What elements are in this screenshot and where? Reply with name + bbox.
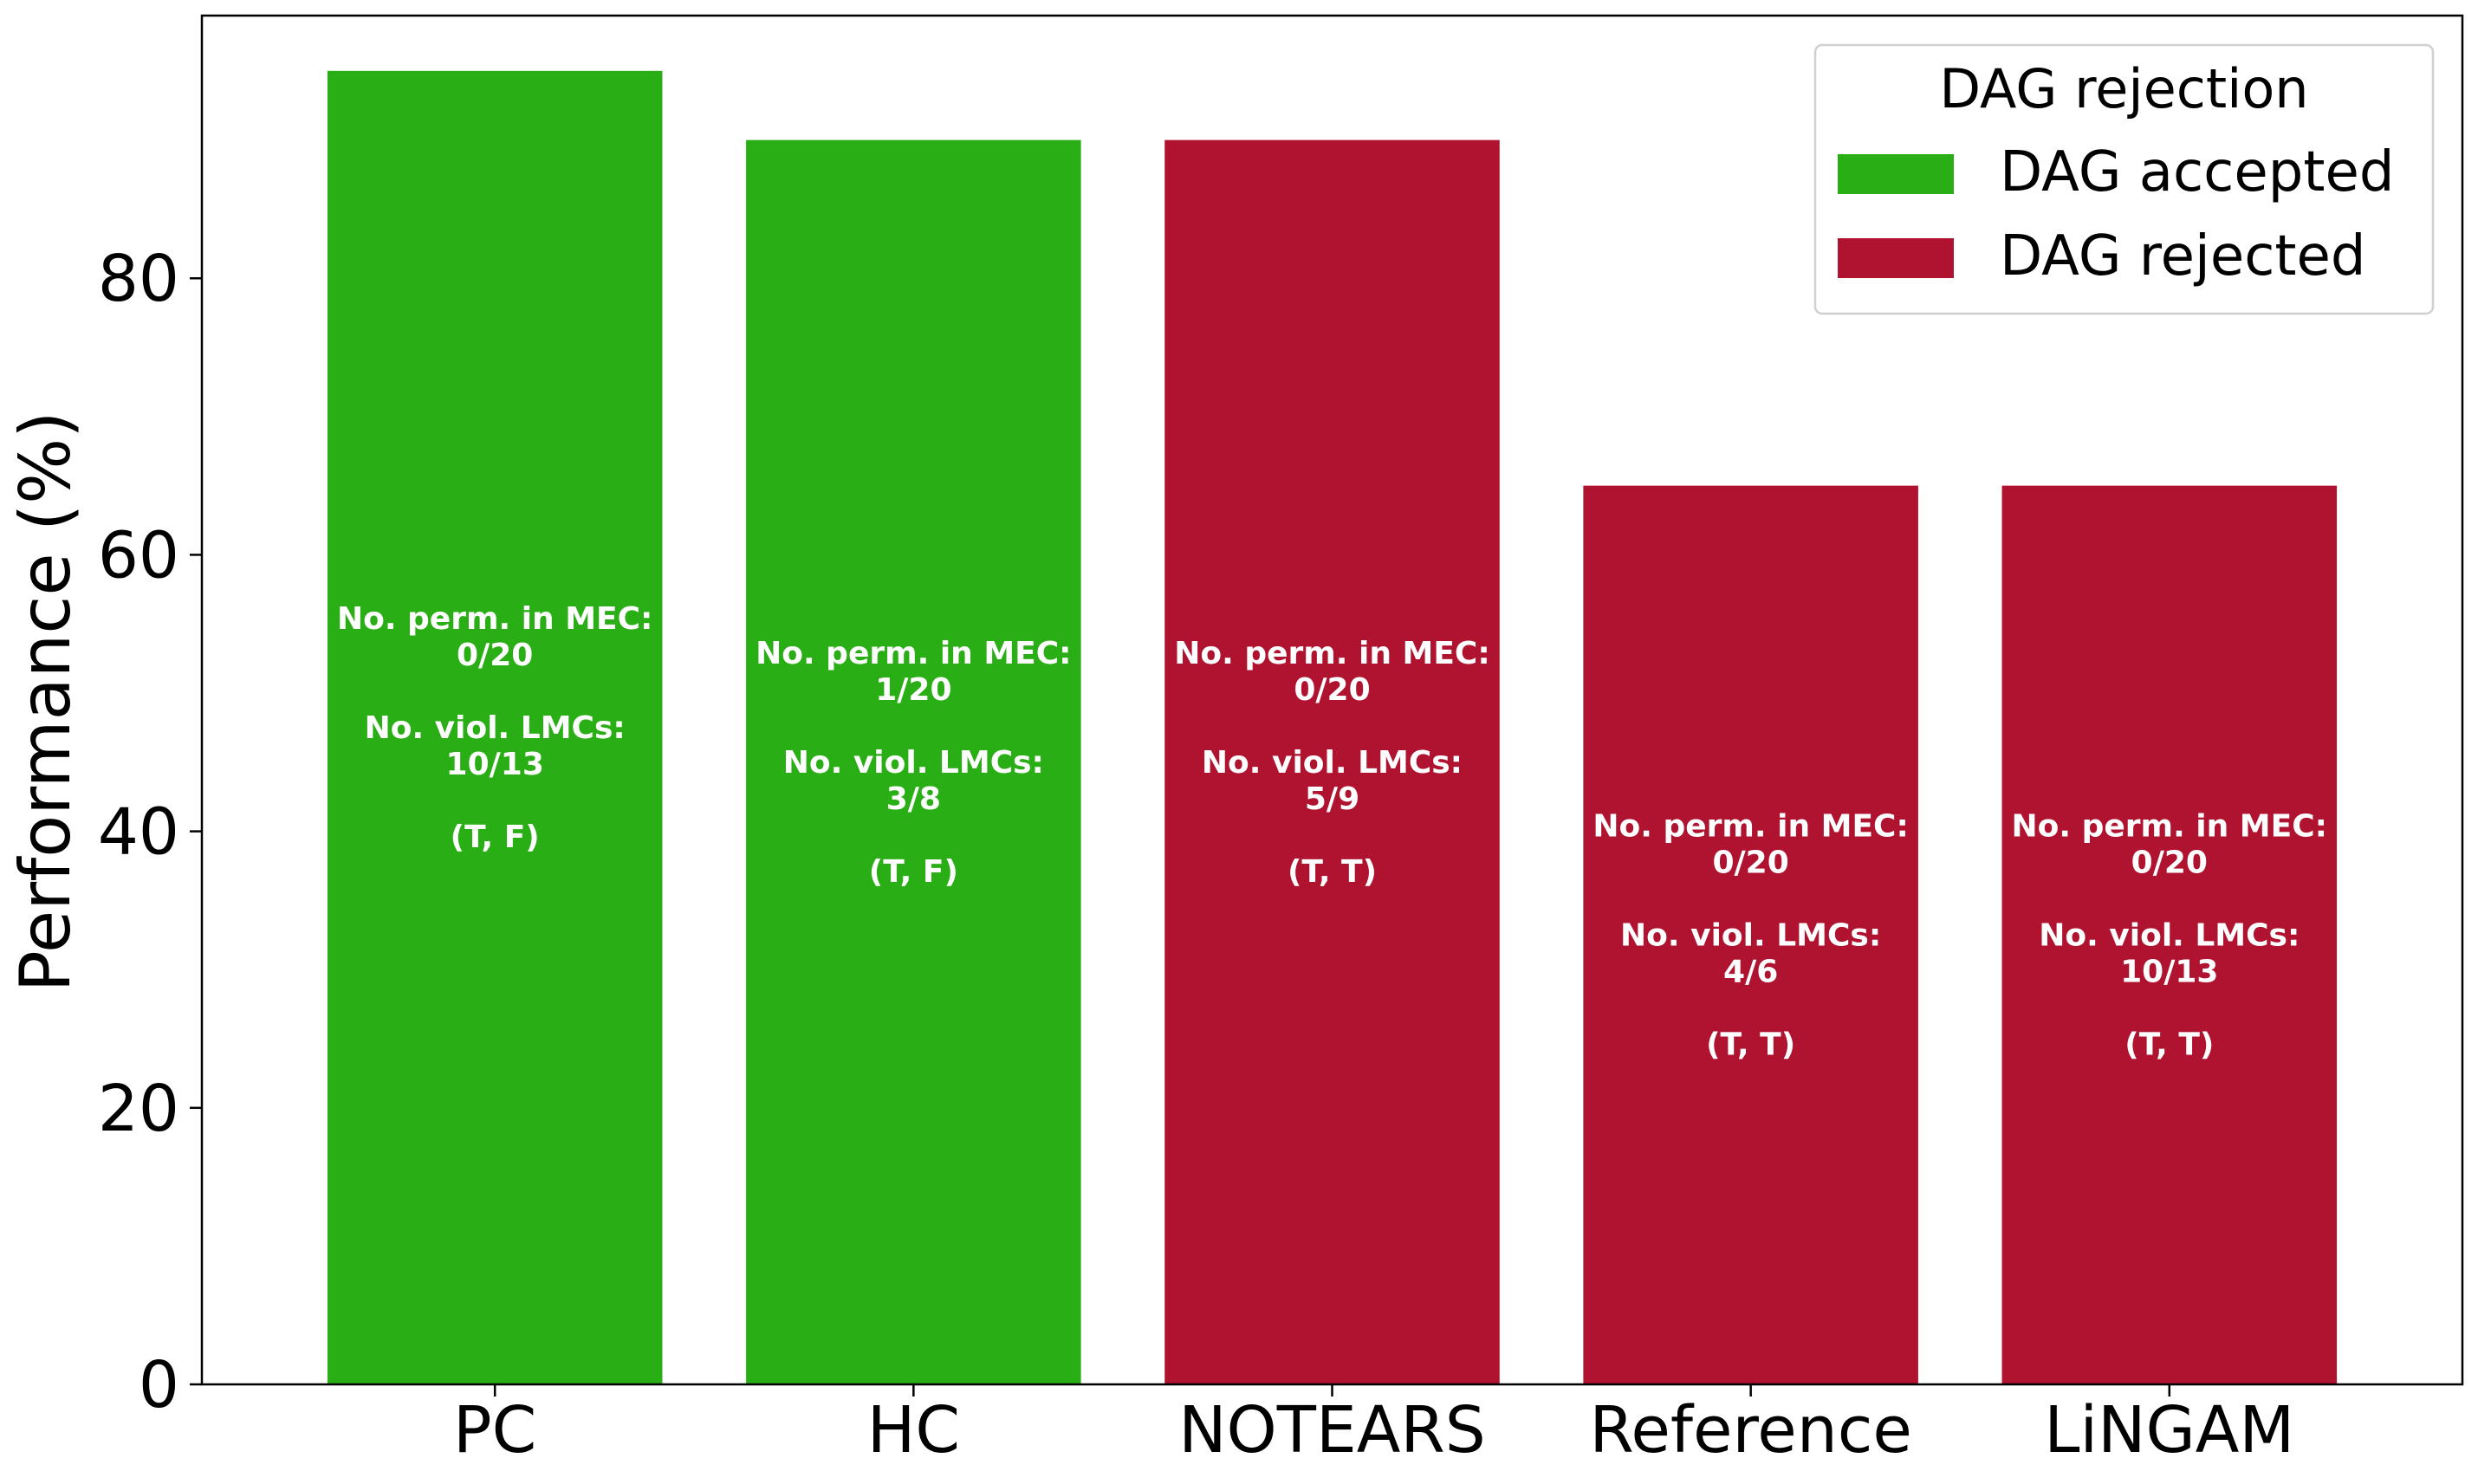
y-tick-label: 40 xyxy=(98,795,179,870)
x-tick-label-pc: PC xyxy=(453,1393,536,1468)
y-axis-title: Performance (%) xyxy=(5,412,86,993)
legend-label-accepted: DAG accepted xyxy=(2000,140,2394,204)
x-tick-label-notears: NOTEARS xyxy=(1178,1393,1486,1468)
x-tick-label-lingam: LiNGAM xyxy=(2044,1393,2294,1468)
bar-hc xyxy=(746,139,1081,1385)
legend-box xyxy=(1813,43,2435,315)
bars-layer xyxy=(327,70,2338,1385)
x-tick-label-hc: HC xyxy=(867,1393,960,1468)
bar-annotation-pc: No. perm. in MEC: 0/20 No. viol. LMCs: 10/1… xyxy=(337,601,652,855)
bar-annotation-hc: No. perm. in MEC: 1/20 No. viol. LMCs: 3/8(… xyxy=(756,636,1071,890)
bar-annotations-layer: No. perm. in MEC: 0/20 No. viol. LMCs: 10/1… xyxy=(337,601,2327,1062)
plot-frame xyxy=(200,14,2464,1386)
legend-swatch-accepted xyxy=(1838,154,1954,194)
bar-notears xyxy=(1164,139,1500,1385)
legend: DAG rejection DAG accepted DAG rejected xyxy=(1813,43,2435,315)
axes-layer: PC HC NOTEARS Reference LiNGAM 0 20 40 60 80 xyxy=(98,14,2464,1468)
y-tick-label: 60 xyxy=(98,518,179,593)
bar-pc xyxy=(327,70,663,1385)
y-tick-label: 0 xyxy=(139,1348,179,1422)
bar-annotation-lingam: No. perm. in MEC: 0/20 No. viol. LMCs: 10/1… xyxy=(2012,808,2327,1062)
bar-lingam xyxy=(2001,485,2338,1385)
legend-label-rejected: DAG rejected xyxy=(2000,224,2365,288)
bar-annotation-reference: No. perm. in MEC: 0/20 No. viol. LMCs: 4/6(… xyxy=(1593,808,1908,1062)
legend-title: DAG rejection xyxy=(1939,57,2308,120)
y-tick-label: 20 xyxy=(98,1072,179,1146)
bar-annotation-notears: No. perm. in MEC: 0/20 No. viol. LMCs: 5/9(… xyxy=(1174,636,1489,890)
x-tick-label-reference: Reference xyxy=(1589,1393,1912,1468)
bar-reference xyxy=(1583,485,1918,1385)
legend-swatch-rejected xyxy=(1838,238,1954,278)
y-tick-label: 80 xyxy=(98,242,179,316)
